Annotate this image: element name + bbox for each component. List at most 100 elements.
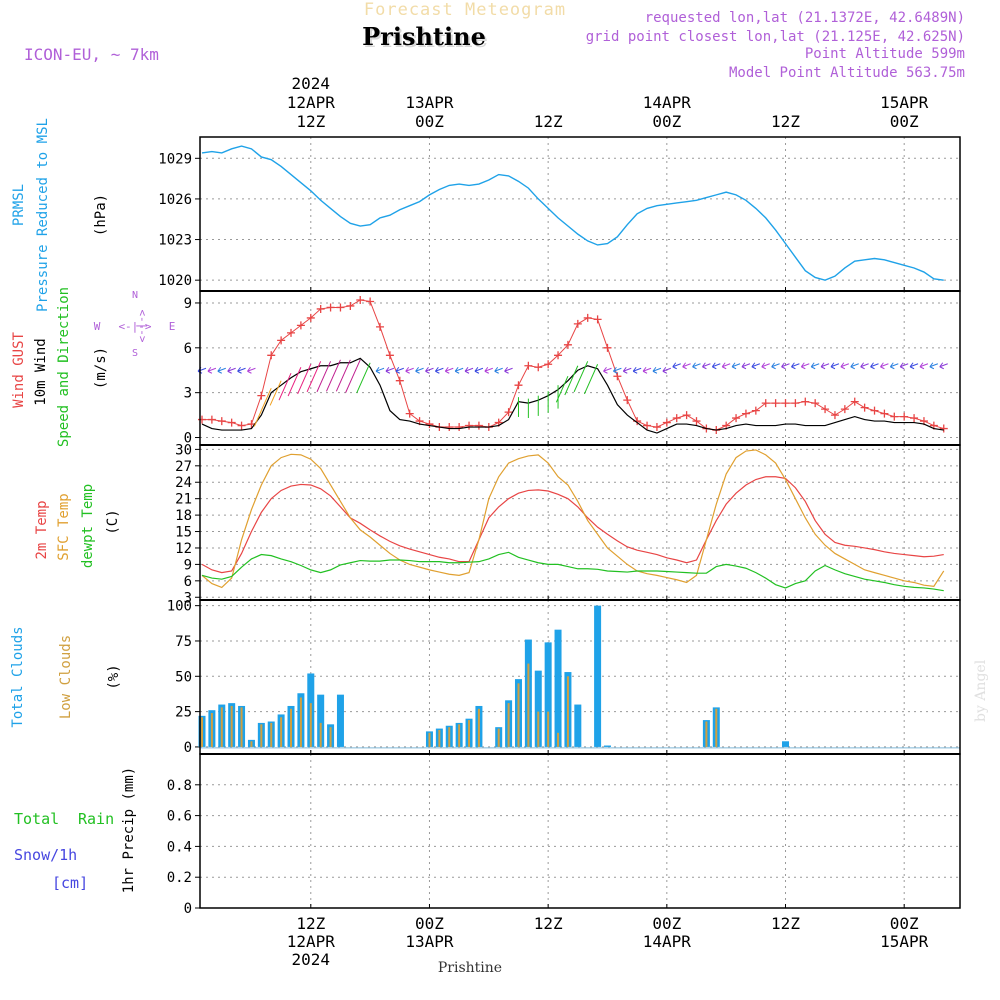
low-cloud-bar [557, 732, 560, 747]
wind-gust-marker [840, 405, 849, 414]
wind-arrow [405, 366, 414, 374]
sfc-temp-line [201, 449, 945, 589]
low-cloud-bar [240, 707, 243, 747]
wind-arrow [474, 366, 484, 374]
wind-arrow [652, 366, 662, 374]
wind-arrow [297, 364, 312, 395]
wind-gust-marker [890, 412, 899, 421]
low-cloud-bar [527, 663, 530, 747]
wind-gust-marker [751, 406, 760, 415]
pressure-line [201, 145, 944, 281]
wind-gust-marker [910, 414, 919, 423]
panels-layer: 1020102310261029036936912151821242730025… [158, 136, 961, 917]
wind-gust-marker [465, 421, 474, 430]
wind-gust-marker [761, 399, 770, 408]
bottom-time-label: 00Z [890, 914, 919, 933]
compass-horizontal: <-|-> [118, 320, 151, 333]
wind-gust-marker [623, 396, 632, 405]
t2m-label: 2m Temp [34, 500, 50, 559]
low-cloud-bar [290, 708, 293, 747]
wind-gust-marker [613, 372, 622, 381]
wind-gust-marker [326, 303, 335, 312]
wind-gust-marker [395, 376, 404, 385]
ytick-label: 3 [184, 590, 192, 606]
ytick-label: 25 [175, 705, 192, 721]
top-time-label: 2024 [292, 74, 331, 93]
wind-gust-marker [830, 411, 839, 420]
wind-arrow [692, 362, 701, 370]
low-cloud-bar [299, 697, 302, 747]
wind-gust-marker [346, 301, 355, 310]
wind-gust-marker [267, 351, 276, 360]
wind-arrow [850, 362, 859, 370]
ytick-label: 6 [184, 341, 192, 357]
precip-unit: 1hr Precip (mm) [121, 767, 137, 893]
footer-location: Prishtine [438, 960, 502, 976]
low-cloud-bar [428, 732, 431, 747]
wind-arrow [830, 362, 840, 370]
location-title: Prishtine [364, 24, 488, 53]
wind-arrow [217, 366, 226, 374]
wind-arrow [909, 362, 919, 370]
wind-gust-marker [376, 322, 385, 331]
wind-gust-marker [405, 409, 414, 418]
low-cloud-bar [547, 711, 550, 747]
wind-gust-marker [583, 313, 592, 322]
ytick-label: 18 [175, 508, 192, 524]
wind-gust-marker [316, 304, 325, 313]
low-cloud-bar [537, 711, 540, 747]
wind-arrow [939, 362, 948, 370]
bottom-time-label: 13APR [405, 932, 454, 951]
wind-arrow [356, 362, 371, 394]
bottom-time-label: 00Z [652, 914, 681, 933]
wind-arrow [870, 362, 879, 370]
total-cloud-bar [574, 704, 582, 747]
low-cloud-bar [477, 708, 480, 747]
dewpt-label: dewpt Temp [80, 484, 96, 568]
wind-arrow [326, 359, 341, 392]
ytick-label: 75 [175, 634, 192, 650]
wind-gust-marker [366, 297, 375, 306]
top-time-label: 00Z [890, 112, 919, 131]
dewpt-line [201, 551, 944, 592]
ytick-label: 9 [184, 296, 192, 312]
wind-arrow [573, 361, 589, 393]
wind-arrow [731, 362, 741, 370]
wind-arrow [603, 366, 612, 374]
total-cloud-bar [554, 629, 562, 747]
low-cloud-bar [220, 707, 223, 747]
wind-arrow [504, 366, 513, 374]
bottom-time-label: 15APR [880, 932, 929, 951]
wind-arrow [434, 366, 444, 374]
cloud-unit: (%) [106, 664, 122, 689]
wind-arrow [642, 366, 652, 374]
wind-gust-marker [791, 399, 800, 408]
wind-gust-marker [741, 409, 750, 418]
ytick-label: 0 [184, 431, 192, 447]
wind-arrow [484, 366, 493, 374]
wind-arrow [751, 362, 761, 370]
wind-gust-marker [455, 423, 464, 432]
wind-gust-marker [732, 414, 741, 423]
ytick-label: 1020 [158, 273, 192, 289]
wind-gust-marker [257, 391, 266, 400]
ytick-label: 9 [184, 557, 192, 573]
ytick-label: 0 [184, 901, 192, 917]
wind-arrow [345, 359, 361, 393]
wind-arrow [781, 362, 790, 370]
wind-gust-marker [821, 405, 830, 414]
compass-west: W [94, 320, 101, 333]
wind-gust-marker [781, 399, 790, 408]
ytick-label: 1023 [158, 233, 192, 249]
wind-gust-marker [227, 418, 236, 427]
low-cloud-bar [458, 724, 461, 747]
wind-arrow [840, 362, 850, 370]
wind-arrow [287, 367, 302, 397]
ytick-label: 0.8 [167, 778, 192, 794]
wind-arrow [278, 373, 292, 401]
wind-10m-label: 10m Wind [33, 338, 49, 405]
wind-arrow [682, 362, 691, 370]
